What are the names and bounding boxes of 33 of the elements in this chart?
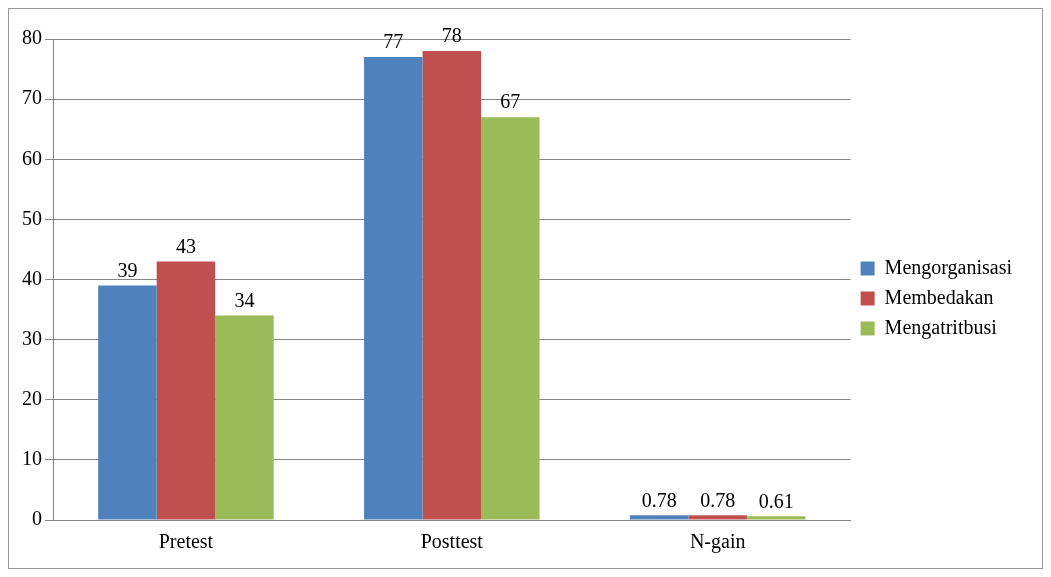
data-label: 39 xyxy=(117,258,138,281)
data-label: 34 xyxy=(234,288,255,311)
data-label: 77 xyxy=(383,30,404,53)
bar xyxy=(422,51,482,520)
y-tick-label: 70 xyxy=(22,86,42,109)
bar xyxy=(156,261,216,520)
y-tick-label: 0 xyxy=(32,507,42,530)
legend-label: Mengorganisasi xyxy=(884,255,1013,279)
data-label: 43 xyxy=(175,234,196,257)
bar xyxy=(98,285,157,520)
y-tick-label: 40 xyxy=(22,266,42,289)
y-tick-label: 50 xyxy=(22,206,42,229)
legend-label: Mengatritbusi xyxy=(884,315,998,339)
data-label: 0.61 xyxy=(758,489,794,512)
x-tick-label: N-gain xyxy=(689,530,746,554)
data-label: 0.78 xyxy=(641,488,677,511)
data-label: 0.78 xyxy=(700,488,736,511)
x-tick-label: Posttest xyxy=(420,530,484,553)
bar xyxy=(688,515,747,520)
y-tick-label: 20 xyxy=(22,387,42,409)
bar xyxy=(629,515,689,520)
bar xyxy=(746,516,806,520)
x-tick-label: Pretest xyxy=(158,530,214,553)
legend-label: Membedakan xyxy=(884,285,994,308)
y-tick-label: 80 xyxy=(22,26,42,49)
bar xyxy=(364,57,423,520)
bar xyxy=(481,117,540,520)
y-tick-label: 10 xyxy=(22,447,42,470)
y-tick-label: 30 xyxy=(22,326,42,349)
y-tick-label: 60 xyxy=(22,146,42,169)
bar xyxy=(215,315,274,520)
data-label: 78 xyxy=(441,24,462,47)
data-label: 67 xyxy=(500,90,521,113)
